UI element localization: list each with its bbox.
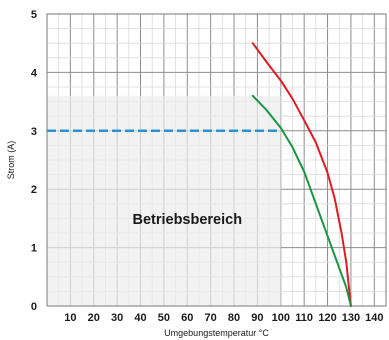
x-tick-label: 100	[272, 312, 290, 324]
plot-border	[46, 13, 387, 307]
x-tick-label: 90	[251, 312, 263, 324]
y-tick-label: 5	[31, 9, 37, 21]
y-tick-label: 0	[31, 301, 37, 313]
x-tick-labels: 10 20 30 40 50 60 70 80 90 100 110 120 130 140	[64, 312, 383, 324]
x-tick-label: 70	[205, 312, 217, 324]
region-label: Betriebsbereich	[132, 212, 242, 228]
y-tick-label: 3	[31, 126, 37, 138]
x-tick-label: 20	[88, 312, 100, 324]
x-tick-label: 60	[181, 312, 193, 324]
x-axis-title: Umgebungstemperatur °C	[164, 328, 269, 338]
series-layer	[251, 42, 352, 307]
y-tick-label: 4	[31, 67, 38, 79]
operating-region	[47, 95, 281, 306]
x-tick-label: 110	[295, 312, 313, 324]
x-tick-label: 140	[365, 312, 383, 324]
x-tick-label: 130	[342, 312, 360, 324]
x-tick-label: 50	[158, 312, 170, 324]
y-tick-label: 1	[31, 243, 37, 255]
x-tick-label: 120	[318, 312, 336, 324]
x-tick-label: 30	[111, 312, 123, 324]
series-line-1	[251, 42, 352, 307]
x-tick-label: 10	[64, 312, 76, 324]
series-line-2	[251, 94, 352, 307]
plot-frame	[46, 13, 387, 307]
x-tick-label: 40	[134, 312, 146, 324]
operating-region-fill	[47, 95, 281, 306]
x-tick-label: 80	[228, 312, 240, 324]
y-axis-title: Strom (A)	[6, 141, 16, 180]
y-tick-label: 2	[31, 184, 37, 196]
y-tick-labels: 0 1 2 3 4 5	[31, 9, 38, 313]
